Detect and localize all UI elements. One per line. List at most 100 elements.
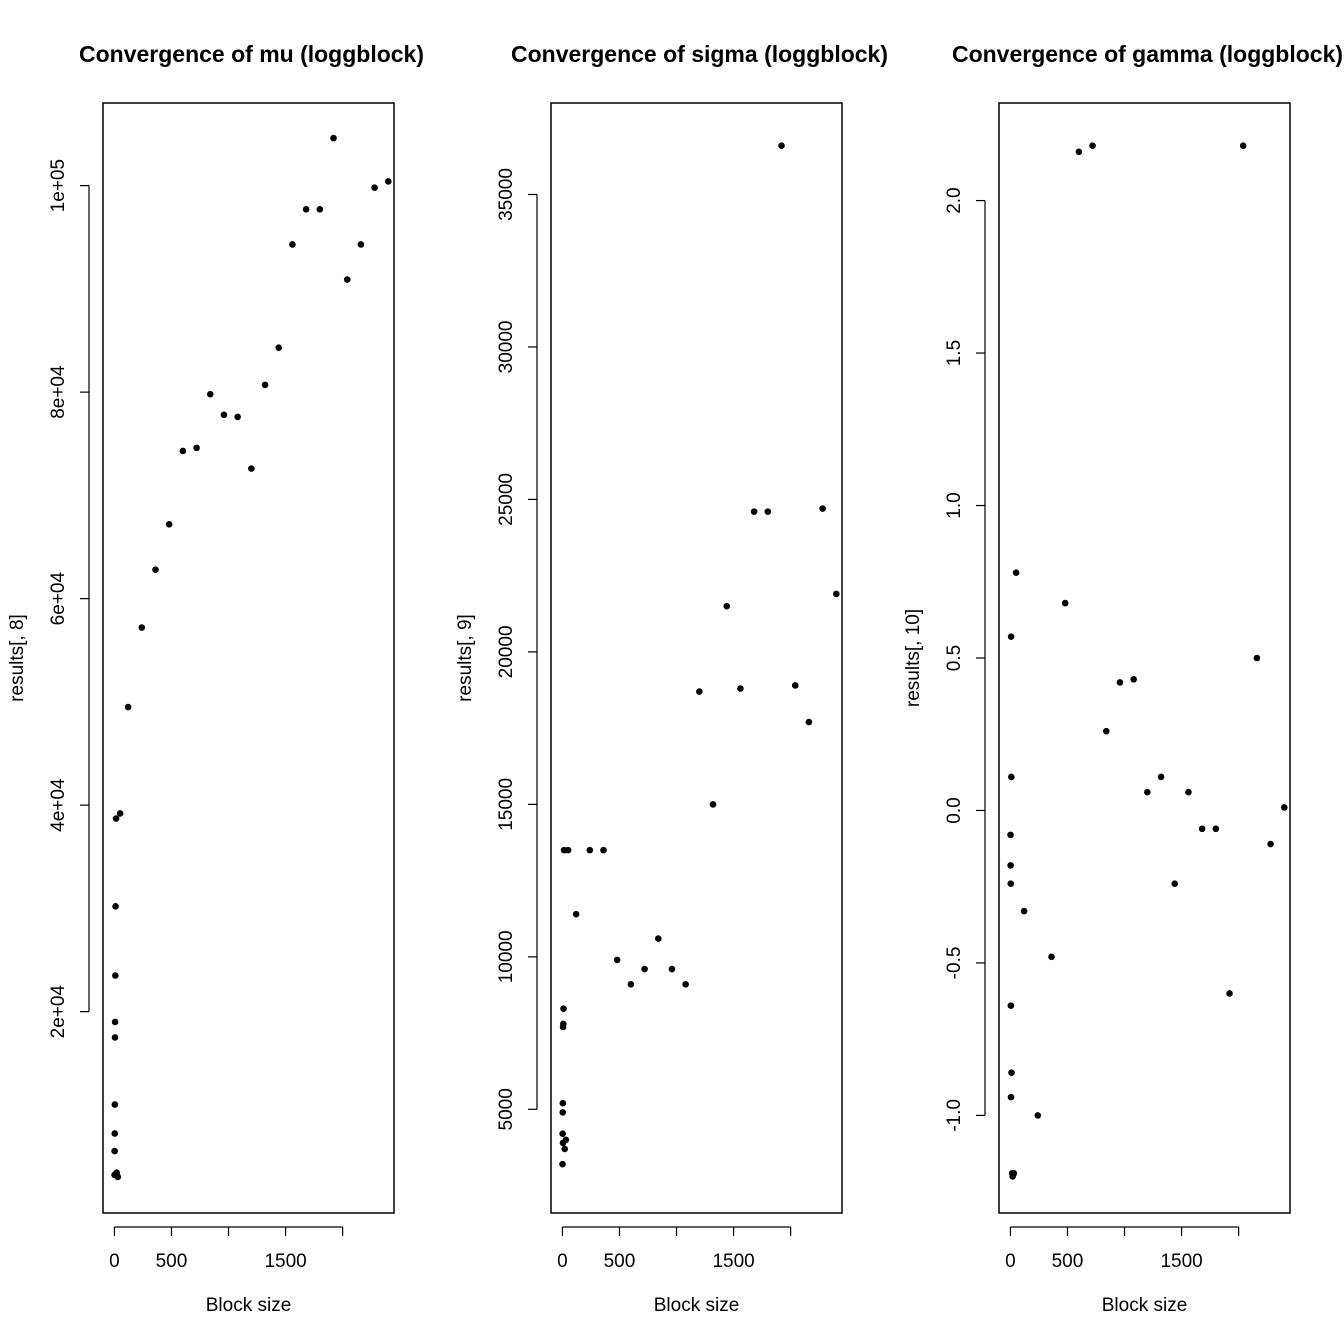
data-point bbox=[600, 846, 607, 854]
data-point bbox=[1280, 804, 1288, 811]
y-tick-label: -1.0 bbox=[944, 1099, 965, 1132]
data-point bbox=[152, 566, 159, 574]
data-point bbox=[1008, 1069, 1015, 1077]
data-point bbox=[248, 465, 255, 472]
data-point bbox=[641, 965, 648, 973]
data-point bbox=[111, 1034, 119, 1041]
data-point bbox=[572, 910, 580, 918]
data-point bbox=[1008, 773, 1015, 781]
data-point bbox=[613, 956, 621, 964]
data-point bbox=[220, 411, 228, 419]
data-point bbox=[179, 447, 187, 455]
y-tick-label: 30000 bbox=[496, 321, 517, 374]
data-point bbox=[384, 178, 392, 185]
data-point bbox=[112, 972, 119, 979]
x-tick-label: 1500 bbox=[712, 1251, 754, 1272]
x-tick-label: 0 bbox=[557, 1251, 568, 1272]
data-point bbox=[1034, 1112, 1042, 1119]
x-tick-label: 0 bbox=[109, 1251, 120, 1272]
data-point bbox=[1007, 862, 1014, 869]
data-point bbox=[114, 1173, 122, 1181]
y-tick-label: 4e+04 bbox=[48, 778, 69, 832]
x-tick-label: 500 bbox=[156, 1251, 188, 1272]
data-point bbox=[586, 846, 594, 854]
data-point bbox=[723, 602, 731, 610]
x-tick-label: 500 bbox=[604, 1251, 636, 1272]
data-point bbox=[1144, 788, 1151, 796]
data-point bbox=[654, 935, 662, 942]
data-point bbox=[193, 444, 200, 452]
data-point bbox=[668, 965, 676, 973]
data-point bbox=[1226, 990, 1233, 997]
y-tick-label: 2e+04 bbox=[48, 985, 69, 1039]
data-point bbox=[111, 1130, 119, 1137]
y-tick-label: 25000 bbox=[496, 473, 517, 526]
data-point bbox=[343, 276, 351, 283]
data-point bbox=[1020, 907, 1028, 915]
chart-title: Convergence of mu (loggblock) bbox=[79, 41, 424, 67]
data-point bbox=[112, 903, 119, 910]
data-point bbox=[1253, 654, 1261, 662]
x-tick-label: 500 bbox=[1052, 1251, 1084, 1272]
data-point bbox=[562, 1136, 570, 1144]
data-point bbox=[371, 184, 378, 191]
data-point bbox=[112, 815, 120, 822]
chart-panel-1: Convergence of mu (loggblock) 0 500 1500 2e+… bbox=[7, 41, 424, 1316]
data-point bbox=[1075, 148, 1083, 156]
data-point bbox=[302, 206, 310, 213]
data-point bbox=[559, 1160, 566, 1168]
data-point bbox=[316, 206, 324, 213]
y-tick-label: 1e+05 bbox=[48, 159, 69, 212]
data-point bbox=[1007, 1002, 1015, 1009]
data-point bbox=[559, 1130, 566, 1138]
y-tick-label: 20000 bbox=[496, 625, 517, 678]
data-point bbox=[1010, 1170, 1018, 1177]
data-point bbox=[1171, 880, 1179, 887]
data-point bbox=[111, 1147, 118, 1155]
data-point bbox=[559, 1099, 567, 1107]
data-point bbox=[289, 241, 296, 248]
chart-panel-3: Convergence of gamma (loggblock) 0 500 1500… bbox=[903, 41, 1343, 1316]
data-point bbox=[1007, 831, 1014, 839]
y-tick-label: 1.0 bbox=[944, 492, 965, 518]
data-point bbox=[627, 980, 635, 988]
data-point bbox=[764, 508, 772, 515]
y-axis-label: results[, 9] bbox=[455, 614, 476, 702]
y-tick-label: 0.5 bbox=[944, 645, 965, 671]
data-point bbox=[111, 1018, 119, 1026]
data-point bbox=[138, 624, 146, 631]
data-point bbox=[682, 980, 689, 988]
data-point bbox=[778, 142, 785, 149]
data-point bbox=[1239, 142, 1247, 149]
data-point bbox=[1157, 773, 1165, 781]
data-point bbox=[561, 1145, 568, 1153]
y-tick-label: 6e+04 bbox=[48, 572, 69, 626]
y-tick-label: 2.0 bbox=[944, 187, 965, 213]
data-point bbox=[819, 505, 826, 512]
x-tick-label: 1500 bbox=[1160, 1251, 1202, 1272]
y-tick-label: 10000 bbox=[496, 930, 517, 983]
data-point bbox=[1007, 633, 1015, 640]
data-point bbox=[1185, 788, 1192, 796]
data-point bbox=[1007, 1093, 1015, 1101]
data-point bbox=[1061, 599, 1069, 607]
data-point bbox=[206, 390, 214, 398]
y-tick-label: -0.5 bbox=[944, 947, 965, 980]
data-point bbox=[559, 1109, 567, 1116]
data-point bbox=[261, 381, 269, 389]
chart-title: Convergence of gamma (loggblock) bbox=[952, 41, 1343, 67]
data-point bbox=[1102, 727, 1110, 735]
y-axis-label: results[, 8] bbox=[7, 614, 28, 702]
data-point bbox=[564, 846, 572, 854]
x-axis-label: Block size bbox=[206, 1295, 292, 1316]
data-point bbox=[1012, 569, 1020, 576]
data-point bbox=[111, 1101, 119, 1108]
data-point bbox=[1048, 953, 1055, 961]
data-point bbox=[234, 413, 241, 421]
y-tick-label: 15000 bbox=[496, 778, 517, 831]
data-point bbox=[1212, 825, 1220, 833]
data-point bbox=[709, 801, 717, 808]
data-point bbox=[791, 682, 799, 689]
plot-frame bbox=[550, 102, 843, 1214]
data-point bbox=[1116, 679, 1124, 686]
